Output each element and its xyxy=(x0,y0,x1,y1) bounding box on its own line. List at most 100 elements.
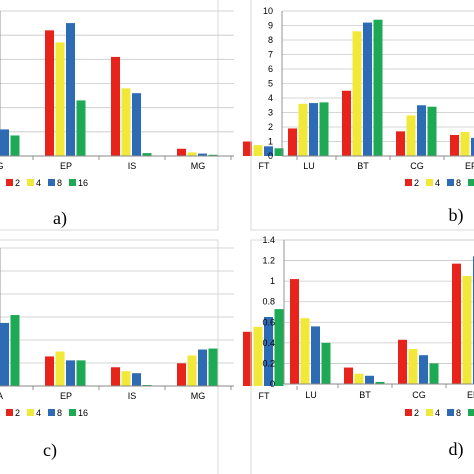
bar-cg-16 xyxy=(427,106,437,156)
y-tick-label: 0.2 xyxy=(262,358,275,368)
legend-label-8: 8 xyxy=(57,178,62,188)
bar-mg-2 xyxy=(177,363,186,386)
bar-cg-8 xyxy=(419,355,428,384)
legend-swatch-2 xyxy=(405,179,412,186)
bar-ep-2 xyxy=(450,134,459,156)
legend-swatch-2 xyxy=(6,179,13,186)
bar-is-2 xyxy=(111,367,120,386)
panel-label: a) xyxy=(53,208,67,229)
panel-border xyxy=(0,0,219,231)
bar-ep-16 xyxy=(76,100,86,156)
bar-ft-8 xyxy=(264,317,273,386)
bar-lu-4 xyxy=(298,103,308,156)
bar-lu-16 xyxy=(319,102,329,156)
bar-ep-2 xyxy=(45,356,54,386)
bar-bt-2 xyxy=(344,367,353,384)
bar-mg-2 xyxy=(177,148,186,156)
x-category-label: EP xyxy=(467,390,474,400)
bar-bt-16 xyxy=(375,381,385,384)
x-category-label: FT xyxy=(259,391,270,401)
y-tick-label: 0 xyxy=(270,379,275,389)
y-tick-label: 1.4 xyxy=(262,235,275,245)
bar-cg-2 xyxy=(396,131,405,156)
bar-is-8 xyxy=(132,373,141,386)
x-category-label: EP xyxy=(465,161,474,171)
bar-g-8 xyxy=(0,129,9,156)
bar-cg-16 xyxy=(429,363,439,384)
panel-border xyxy=(250,239,474,474)
legend-swatch-8 xyxy=(48,409,55,416)
x-category-label: IS xyxy=(128,391,137,401)
y-tick-label: 6 xyxy=(268,64,273,74)
bar-is-2 xyxy=(111,56,120,156)
bar-ep-4 xyxy=(55,351,65,386)
y-tick-label: 0.6 xyxy=(262,317,275,327)
bar-bt-16 xyxy=(373,19,383,157)
bar-cg-8 xyxy=(417,105,426,156)
legend-label-2: 2 xyxy=(15,408,20,418)
legend-swatch-16 xyxy=(69,179,76,186)
x-category-label: BT xyxy=(359,390,371,400)
legend-swatch-16 xyxy=(468,409,474,416)
y-tick-label: 1.2 xyxy=(262,256,275,266)
x-category-label: CG xyxy=(412,390,426,400)
bar-ft-16 xyxy=(274,309,284,386)
panel-d-chart: 00.20.40.60.811.21.4LUBTCGEP24816d) xyxy=(250,235,474,474)
panel-border xyxy=(0,239,219,474)
bar-g-16 xyxy=(10,135,20,156)
bar-mg-4 xyxy=(187,152,197,156)
bar-ft-2 xyxy=(243,141,252,156)
y-tick-label: 0.4 xyxy=(262,338,275,348)
x-category-label: MG xyxy=(191,391,206,401)
bar-lu-16 xyxy=(321,342,331,384)
legend-swatch-8 xyxy=(48,179,55,186)
legend-label-16: 16 xyxy=(78,178,88,188)
y-tick-label: 8 xyxy=(268,35,273,45)
bar-mg-4 xyxy=(187,355,197,386)
bar-mg-8 xyxy=(198,153,207,156)
x-category-label: G xyxy=(0,161,4,171)
legend-swatch-4 xyxy=(27,409,34,416)
legend-swatch-8 xyxy=(447,179,454,186)
bar-mg-8 xyxy=(198,349,207,386)
bar-bt-8 xyxy=(363,22,372,156)
panel-label: c) xyxy=(43,440,57,461)
legend-label-8: 8 xyxy=(57,408,62,418)
bar-lu-8 xyxy=(311,326,320,384)
bar-bt-4 xyxy=(354,373,364,384)
bar-cg-4 xyxy=(406,115,416,156)
x-category-label: IS xyxy=(128,161,137,171)
y-tick-label: 4 xyxy=(268,93,273,103)
legend-swatch-4 xyxy=(426,409,433,416)
bar-ep-4 xyxy=(55,42,65,156)
bar-bt-8 xyxy=(365,375,374,384)
bar-is-4 xyxy=(121,371,131,386)
legend-label-4: 4 xyxy=(36,408,41,418)
legend-swatch-4 xyxy=(27,179,34,186)
y-tick-label: 7 xyxy=(268,50,273,60)
x-category-label: FT xyxy=(259,161,270,171)
bar-is-4 xyxy=(121,88,131,156)
panel-c-chart: A EP IS MG FT 2 4 8 16 c) xyxy=(0,239,298,474)
bar-is-16 xyxy=(142,153,152,156)
legend-label-8: 8 xyxy=(456,178,461,188)
bar-bt-4 xyxy=(352,31,362,156)
x-category-label: LU xyxy=(303,161,315,171)
y-tick-label: 0 xyxy=(268,151,273,161)
y-tick-label: 5 xyxy=(268,79,273,89)
y-tick-label: 3 xyxy=(268,108,273,118)
bar-ep-2 xyxy=(452,263,461,384)
panel-border xyxy=(250,0,474,231)
bar-ep-8 xyxy=(471,137,474,156)
x-category-label: LU xyxy=(305,390,317,400)
legend-swatch-4 xyxy=(426,179,433,186)
bar-lu-4 xyxy=(300,318,310,384)
x-category-label: EP xyxy=(60,391,72,401)
bar-lu-2 xyxy=(290,279,299,384)
bar-ep-4 xyxy=(462,276,472,384)
legend-label-4: 4 xyxy=(36,178,41,188)
legend-label-2: 2 xyxy=(414,178,419,188)
y-tick-label: 2 xyxy=(268,122,273,132)
panel-label: d) xyxy=(449,439,464,460)
